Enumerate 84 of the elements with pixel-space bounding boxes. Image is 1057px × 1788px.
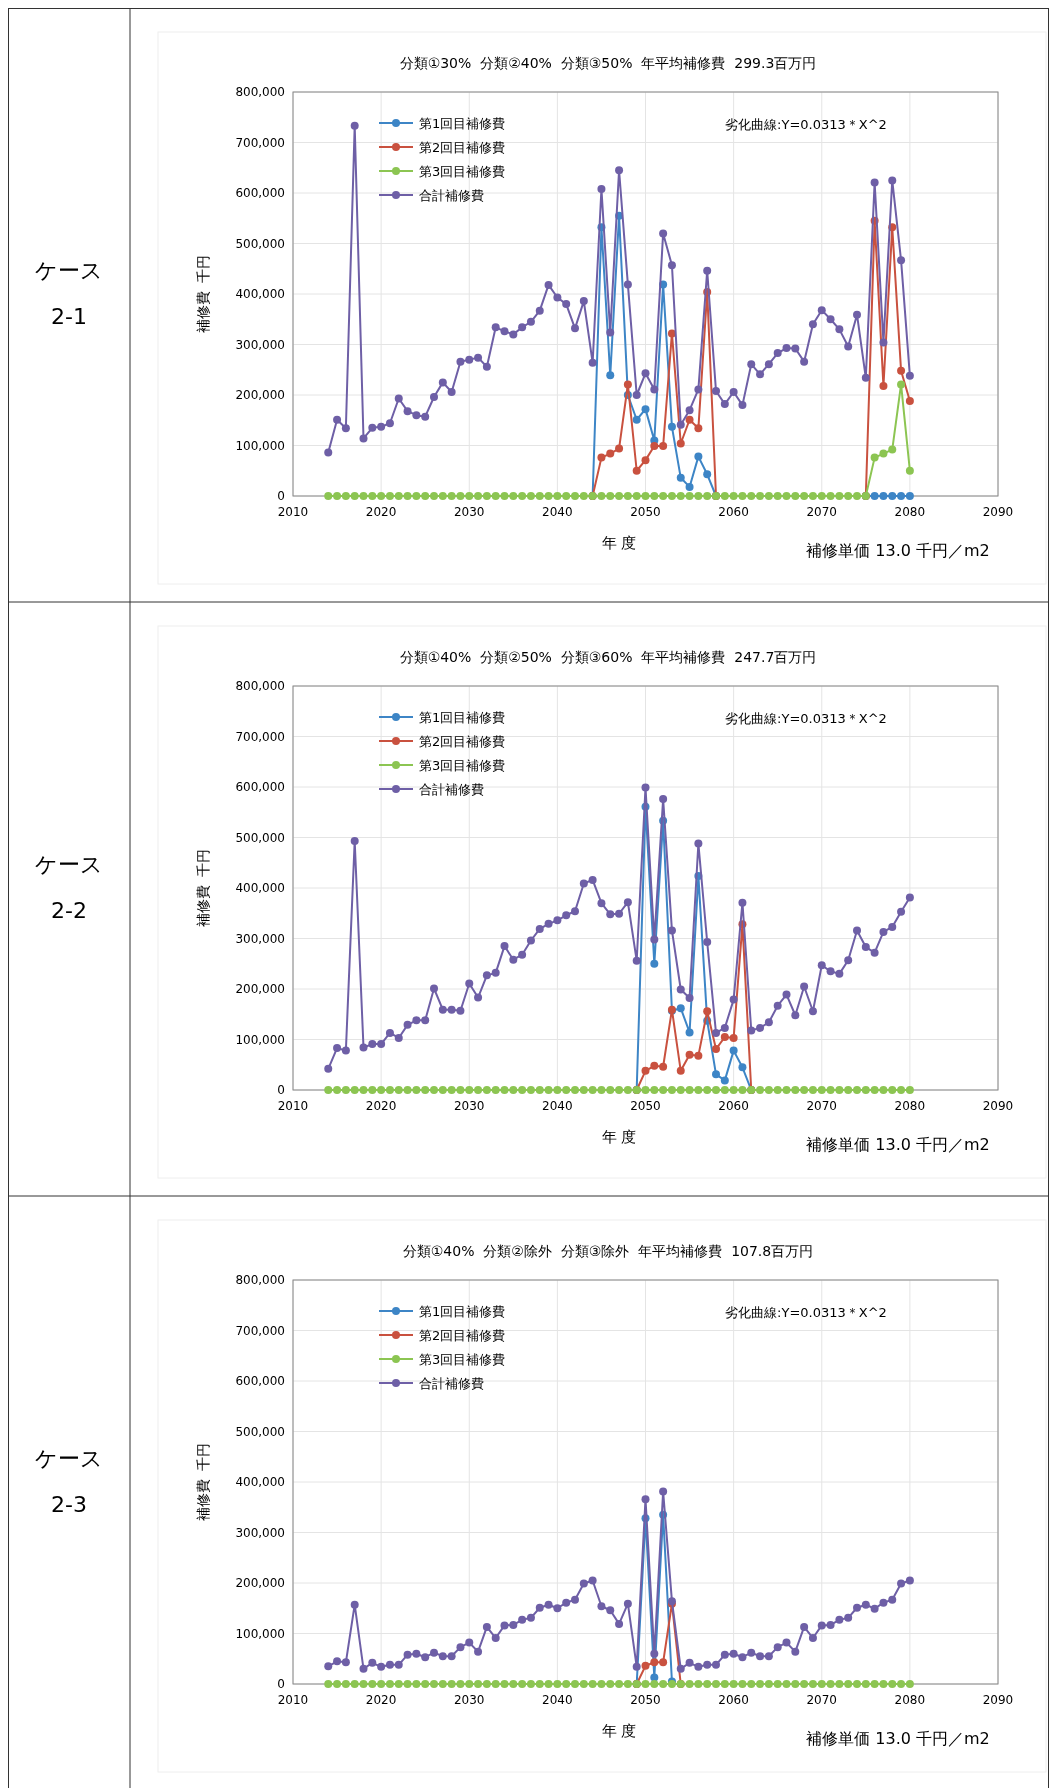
- x-tick-label: 2080: [894, 1099, 926, 1113]
- text: 補修単価 13.0 千円／m2: [806, 1135, 990, 1154]
- y-tick-label: 600,000: [235, 186, 285, 200]
- x-tick-label: 2040: [542, 1693, 573, 1707]
- y-axis-title: 補修費 千円: [195, 254, 211, 334]
- x-tick-label: 2090: [982, 1693, 1014, 1707]
- x-tick-label: 2060: [718, 1099, 749, 1113]
- text: ケース 2-1: [35, 258, 103, 329]
- x-tick-label: 2020: [365, 505, 397, 519]
- y-tick-label: 300,000: [235, 931, 285, 946]
- x-tick-label: 2030: [453, 1693, 485, 1707]
- y-tick-label: 300,000: [235, 337, 285, 352]
- y-tick-label: 400,000: [235, 1475, 285, 1489]
- legend-label: 第2回目補修費: [419, 1328, 506, 1343]
- x-tick-label: 2090: [982, 505, 1014, 519]
- x-tick-label: 2040: [542, 505, 573, 519]
- x-tick-label: 2030: [453, 505, 485, 519]
- y-tick-label: 300,000: [235, 1525, 285, 1540]
- y-tick-label: 800,000: [235, 1273, 285, 1287]
- x-tick-label: 2060: [718, 1693, 749, 1707]
- text: ケース 2-2: [35, 852, 103, 923]
- legend-label: 第2回目補修費: [419, 734, 506, 749]
- y-axis-title: 補修費 千円: [195, 1442, 211, 1522]
- text: 補修単価 13.0 千円／m2: [806, 1729, 990, 1748]
- y-tick-label: 500,000: [235, 830, 285, 845]
- y-tick-label: 600,000: [235, 1374, 285, 1388]
- text: ケース 2-3: [35, 1446, 103, 1517]
- annotation: 劣化曲線:Y=0.0313＊X^2: [725, 117, 887, 132]
- legend-label: 第2回目補修費: [419, 140, 506, 155]
- y-tick-label: 700,000: [235, 1323, 285, 1338]
- x-tick-label: 2080: [894, 1693, 926, 1707]
- x-tick-label: 2090: [982, 1099, 1014, 1113]
- legend-label: 第3回目補修費: [419, 1352, 506, 1367]
- y-tick-label: 200,000: [235, 388, 285, 402]
- y-tick-label: 200,000: [235, 1576, 285, 1590]
- x-tick-label: 2040: [542, 1099, 573, 1113]
- annotation: 劣化曲線:Y=0.0313＊X^2: [725, 711, 887, 726]
- y-tick-label: 700,000: [235, 729, 285, 744]
- x-tick-label: 2080: [894, 505, 926, 519]
- x-tick-label: 2050: [630, 1099, 661, 1113]
- y-tick-label: 500,000: [235, 236, 285, 251]
- legend-label: 第1回目補修費: [419, 116, 506, 131]
- y-tick-label: 0: [277, 489, 285, 503]
- x-tick-label: 2010: [277, 1693, 309, 1707]
- y-tick-label: 800,000: [235, 85, 285, 99]
- x-tick-label: 2020: [365, 1099, 397, 1113]
- y-tick-label: 0: [277, 1083, 285, 1097]
- x-tick-label: 2070: [806, 1099, 838, 1113]
- x-tick-label: 2030: [453, 1099, 485, 1113]
- y-tick-label: 0: [277, 1677, 285, 1691]
- legend-label: 合計補修費: [419, 1376, 484, 1391]
- x-tick-label: 2050: [630, 505, 661, 519]
- x-axis-title: 年 度: [601, 534, 637, 552]
- x-axis-title: 年 度: [601, 1722, 637, 1740]
- legend-label: 合計補修費: [419, 782, 484, 797]
- x-axis-title: 年 度: [601, 1128, 637, 1146]
- annotation: 劣化曲線:Y=0.0313＊X^2: [725, 1305, 887, 1320]
- legend-label: 合計補修費: [419, 188, 484, 203]
- y-tick-label: 400,000: [235, 287, 285, 301]
- x-tick-label: 2070: [806, 1693, 838, 1707]
- y-tick-label: 700,000: [235, 135, 285, 150]
- chart-title: 分類①30% 分類②40% 分類③50% 年平均補修費 299.3百万円: [399, 55, 817, 71]
- x-tick-label: 2060: [718, 505, 749, 519]
- x-tick-label: 2010: [277, 505, 309, 519]
- x-tick-label: 2020: [365, 1693, 397, 1707]
- y-tick-label: 100,000: [235, 438, 285, 453]
- y-axis-title: 補修費 千円: [195, 848, 211, 928]
- x-tick-label: 2070: [806, 505, 838, 519]
- chart-title: 分類①40% 分類②除外 分類③除外 年平均補修費 107.8百万円: [402, 1243, 814, 1259]
- legend-label: 第3回目補修費: [419, 164, 506, 179]
- y-tick-label: 100,000: [235, 1626, 285, 1641]
- y-tick-label: 400,000: [235, 881, 285, 895]
- x-tick-label: 2050: [630, 1693, 661, 1707]
- text: 補修単価 13.0 千円／m2: [806, 541, 990, 560]
- y-tick-label: 600,000: [235, 780, 285, 794]
- chart-title: 分類①40% 分類②50% 分類③60% 年平均補修費 247.7百万円: [399, 649, 817, 665]
- legend-label: 第1回目補修費: [419, 710, 506, 725]
- y-tick-label: 200,000: [235, 982, 285, 996]
- x-tick-label: 2010: [277, 1099, 309, 1113]
- y-tick-label: 800,000: [235, 679, 285, 693]
- legend-label: 第1回目補修費: [419, 1304, 506, 1319]
- legend-label: 第3回目補修費: [419, 758, 506, 773]
- y-tick-label: 500,000: [235, 1424, 285, 1439]
- y-tick-label: 100,000: [235, 1032, 285, 1047]
